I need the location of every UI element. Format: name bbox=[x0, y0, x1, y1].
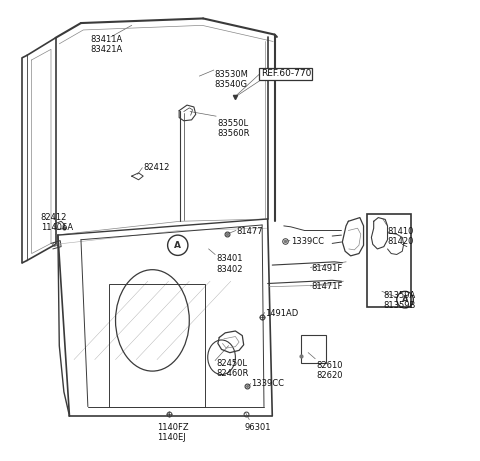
Text: 83401
83402: 83401 83402 bbox=[216, 254, 242, 273]
Text: 1140FZ
1140EJ: 1140FZ 1140EJ bbox=[157, 423, 189, 442]
Bar bbox=[108, 284, 205, 407]
Text: 1339CC: 1339CC bbox=[291, 237, 324, 246]
Text: 83411A
83421A: 83411A 83421A bbox=[90, 35, 122, 53]
Text: 82450L
82460R: 82450L 82460R bbox=[216, 359, 249, 378]
Text: 1491AD: 1491AD bbox=[265, 309, 299, 318]
Text: 81477: 81477 bbox=[237, 227, 264, 236]
Bar bbox=[367, 214, 410, 307]
Text: REF.60-770: REF.60-770 bbox=[261, 69, 311, 78]
Text: 81471F: 81471F bbox=[312, 282, 343, 291]
Text: 81359A
81359B: 81359A 81359B bbox=[383, 291, 415, 310]
Text: 82610
82620: 82610 82620 bbox=[316, 361, 343, 379]
Text: 83550L
83560R: 83550L 83560R bbox=[217, 119, 250, 138]
Text: 82412: 82412 bbox=[143, 163, 169, 172]
Text: 81491F: 81491F bbox=[312, 264, 343, 273]
Text: 96301: 96301 bbox=[245, 423, 271, 432]
Text: 1339CC: 1339CC bbox=[252, 379, 285, 388]
Text: 83530M
83540G: 83530M 83540G bbox=[215, 70, 249, 89]
Text: 82412
11406A: 82412 11406A bbox=[41, 213, 73, 232]
Text: 81410
81420: 81410 81420 bbox=[387, 227, 414, 246]
Text: A: A bbox=[174, 241, 181, 250]
Text: A: A bbox=[402, 295, 408, 304]
